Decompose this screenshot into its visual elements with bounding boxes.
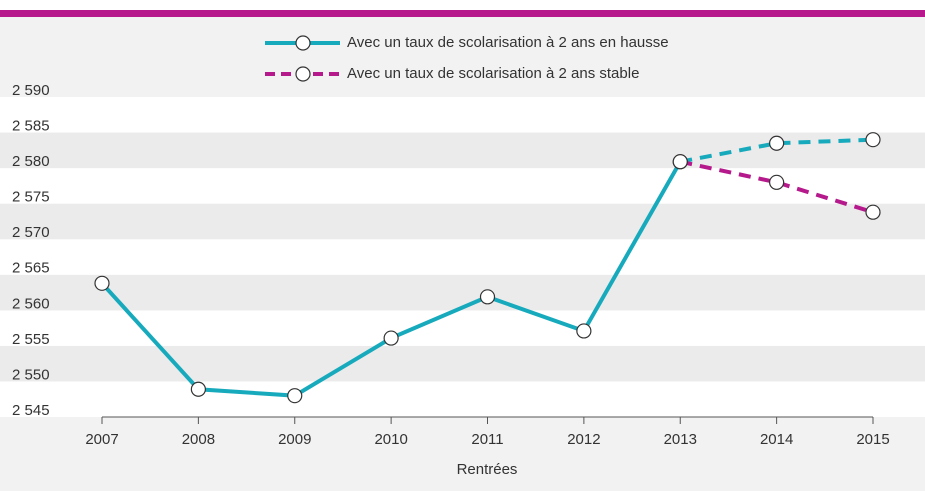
y-tick-label: 2 590 xyxy=(12,82,50,99)
x-tick-label: 2008 xyxy=(182,431,215,448)
point xyxy=(479,289,496,305)
x-tick-label: 2010 xyxy=(374,431,407,448)
x-tick-label: 2007 xyxy=(85,431,118,448)
legend-marker xyxy=(295,66,311,82)
x-tick-label: 2013 xyxy=(664,431,697,448)
point xyxy=(94,275,110,291)
point xyxy=(769,135,785,151)
point xyxy=(672,154,688,170)
series-line xyxy=(679,137,874,164)
grid-band xyxy=(0,345,925,382)
x-tick-label: 2009 xyxy=(278,431,311,448)
top-bar xyxy=(0,10,925,17)
grid-band xyxy=(0,132,925,169)
grid-band xyxy=(0,203,925,240)
grid-band xyxy=(0,97,925,133)
y-tick-label: 2 545 xyxy=(12,402,50,419)
point xyxy=(865,132,881,148)
legend-label: Avec un taux de scolarisation à 2 ans st… xyxy=(347,65,639,82)
y-tick-label: 2 570 xyxy=(12,224,50,241)
x-axis-label: Rentrées xyxy=(457,461,518,478)
x-tick-label: 2015 xyxy=(856,431,889,448)
grid-band xyxy=(0,239,925,275)
legend-label: Avec un taux de scolarisation à 2 ans en… xyxy=(347,34,669,51)
legend-marker xyxy=(295,35,311,51)
top-margin xyxy=(0,0,925,10)
y-tick-label: 2 565 xyxy=(12,260,50,277)
point xyxy=(576,323,592,339)
grid-band xyxy=(0,274,925,311)
point xyxy=(865,204,881,220)
point xyxy=(769,174,785,190)
y-tick-label: 2 585 xyxy=(12,118,50,135)
y-tick-label: 2 575 xyxy=(12,189,50,206)
y-tick-label: 2 560 xyxy=(12,295,50,312)
x-tick-label: 2011 xyxy=(471,431,503,448)
point xyxy=(287,388,303,404)
series-line xyxy=(679,159,874,215)
point xyxy=(383,330,399,346)
x-tick-label: 2012 xyxy=(567,431,600,448)
y-tick-label: 2 580 xyxy=(12,153,50,170)
point xyxy=(190,381,206,397)
x-tick-label: 2014 xyxy=(760,431,793,448)
y-tick-label: 2 550 xyxy=(12,366,50,383)
grid-band xyxy=(0,310,925,346)
y-tick-label: 2 555 xyxy=(12,331,50,348)
grid-band xyxy=(0,381,925,417)
